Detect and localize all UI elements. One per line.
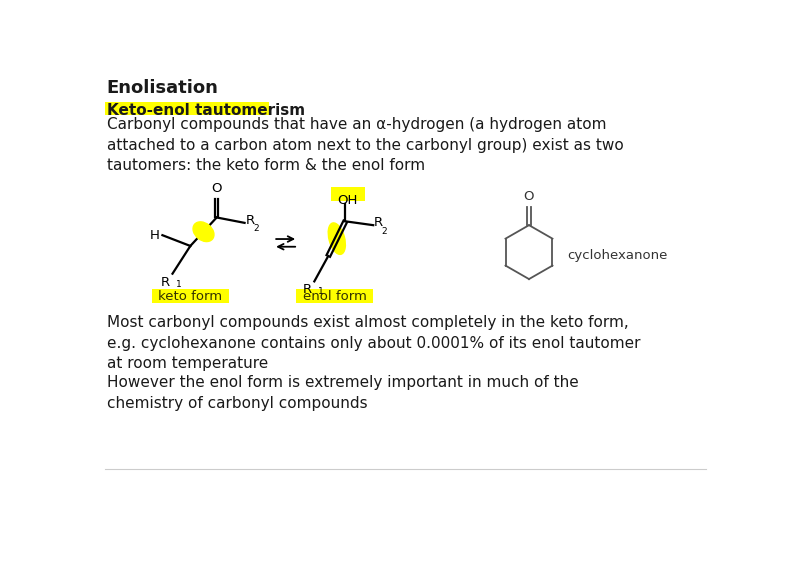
FancyBboxPatch shape xyxy=(105,102,270,115)
FancyBboxPatch shape xyxy=(152,289,229,303)
Text: OH: OH xyxy=(338,194,358,208)
Text: R: R xyxy=(161,276,170,289)
FancyBboxPatch shape xyxy=(296,289,373,303)
Text: 2: 2 xyxy=(253,224,259,233)
Text: O: O xyxy=(211,182,222,195)
Text: enol form: enol form xyxy=(302,290,366,303)
Ellipse shape xyxy=(328,223,346,254)
Text: R: R xyxy=(374,217,383,229)
Text: Most carbonyl compounds exist almost completely in the keto form,
e.g. cyclohexa: Most carbonyl compounds exist almost com… xyxy=(107,315,640,371)
Text: However the enol form is extremely important in much of the
chemistry of carbony: However the enol form is extremely impor… xyxy=(107,375,578,411)
Text: 1: 1 xyxy=(318,287,324,296)
FancyBboxPatch shape xyxy=(331,187,365,200)
Text: cyclohexanone: cyclohexanone xyxy=(568,250,668,263)
Text: 2: 2 xyxy=(382,227,388,236)
Text: keto form: keto form xyxy=(158,290,222,303)
Text: H: H xyxy=(150,229,160,242)
Text: R: R xyxy=(245,214,255,227)
Text: O: O xyxy=(524,190,534,203)
Text: Enolisation: Enolisation xyxy=(107,79,218,97)
Text: 1: 1 xyxy=(176,280,181,289)
Text: R: R xyxy=(303,283,312,296)
Text: Keto-enol tautomerism: Keto-enol tautomerism xyxy=(107,103,305,118)
Ellipse shape xyxy=(193,222,214,242)
Text: Carbonyl compounds that have an α-hydrogen (a hydrogen atom
attached to a carbon: Carbonyl compounds that have an α-hydrog… xyxy=(107,117,623,173)
